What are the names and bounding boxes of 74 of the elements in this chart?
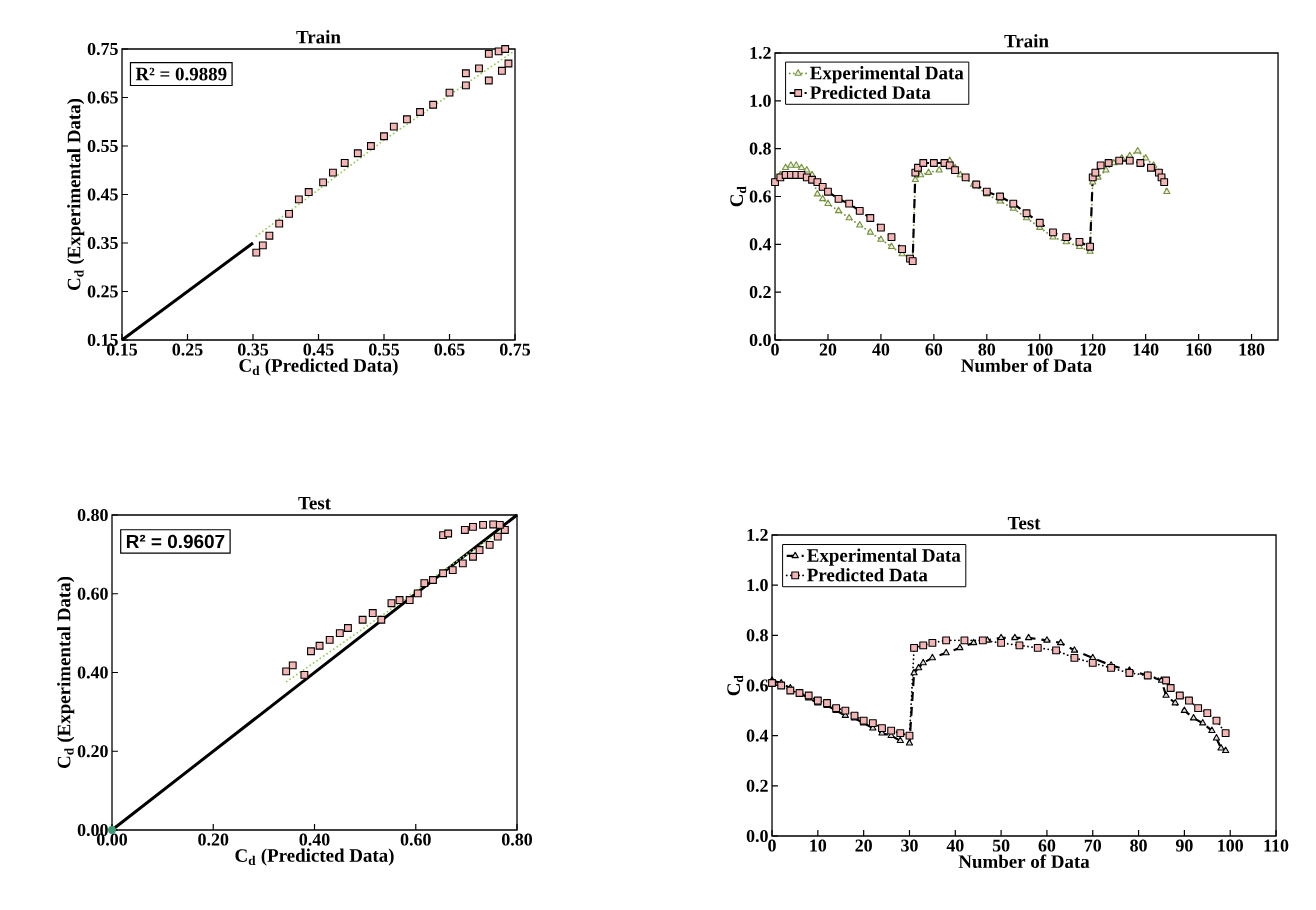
x-tick-label: 10 [810,839,827,852]
y-tick-label: 0.2 [749,286,771,299]
legend-label: Experimental Data [807,548,961,566]
x-tick-label: 90 [1175,839,1193,852]
y-tick-label: 0.40 [77,666,108,679]
x-tick-label: 0.65 [434,343,465,356]
x-tick-label: 80 [978,343,996,356]
x-tick-label: 0.55 [369,343,400,356]
y-tick-label: 1.2 [750,46,771,60]
y-tick-label: 0.55 [87,139,118,153]
chart-title: Train [1004,34,1049,48]
chart-title: Test [298,496,331,510]
x-tick-label: 0.25 [172,343,203,356]
legend-label: Predicted Data [807,568,928,582]
x-tick-label: 0 [771,343,779,356]
y-tick-label: 0.20 [77,745,108,758]
x-tick-label: 0.75 [500,343,531,356]
x-axis-title: Number of Data [958,854,1090,869]
x-tick-label: 30 [901,839,918,852]
y-tick-label: 1.2 [747,528,768,542]
x-tick-label: 50 [992,839,1010,852]
x-axis-title: Number of Data [961,358,1092,373]
annotation: R² = 0.9607 [126,534,225,549]
y-tick-label: 0.65 [87,91,118,104]
x-axis-title: C$_{d}$ (Predicted Data) [239,358,398,376]
x-tick-label: 0.80 [502,833,533,846]
x-tick-label: 0 [768,839,776,852]
x-tick-label: 20 [855,839,872,852]
x-tick-label: 0.45 [303,343,334,356]
y-tick-label: 0.45 [87,188,118,201]
x-tick-label: 0.40 [299,833,330,846]
x-tick-label: 100 [1218,839,1243,852]
x-tick-label: 40 [872,343,890,356]
x-tick-label: 0.60 [400,833,431,846]
y-tick-label: 0.6 [749,190,771,203]
x-tick-label: 160 [1186,343,1212,356]
y-tick-label: 0.4 [749,238,772,251]
y-tick-label: 0.6 [746,679,768,692]
legend-label: Predicted Data [810,85,931,100]
y-tick-label: 1.0 [750,94,771,107]
legend-label: Experimental Data [810,66,964,84]
y-tick-label: 0.0 [746,829,768,843]
y-tick-label: 0.0 [749,333,771,347]
x-tick-label: 60 [1038,839,1056,852]
x-tick-label: 140 [1133,343,1159,356]
y-tick-label: 0.25 [87,285,118,298]
y-tick-label: 0.2 [746,779,768,792]
x-tick-label: 110 [1264,839,1289,852]
y-axis-title: C$_{d}$ (Experimental Data) [67,98,85,291]
x-tick-label: 180 [1239,343,1265,356]
y-tick-label: 0.8 [746,629,768,642]
x-tick-label: 20 [819,343,837,356]
x-tick-label: 100 [1027,343,1053,356]
y-axis-title: C$_{d}$ [730,186,747,207]
y-tick-label: 0.80 [77,508,108,522]
chart-title: Test [1007,516,1041,530]
x-tick-label: 0.20 [198,833,229,846]
chart-title: Train [296,30,341,44]
y-tick-label: 1.0 [747,579,768,592]
y-axis-title: C$_{d}$ (Experimental Data) [57,576,75,769]
x-axis-title: C$_{d}$ (Predicted Data) [235,848,394,866]
y-tick-label: 0.8 [749,142,771,155]
y-tick-label: 0.35 [87,236,118,250]
x-tick-label: 60 [925,343,943,356]
x-tick-label: 80 [1130,839,1147,852]
x-tick-label: 0.35 [238,343,269,356]
x-tick-label: 40 [946,839,964,852]
x-tick-label: 70 [1084,839,1102,852]
x-tick-label: 120 [1080,343,1106,356]
y-tick-label: 0.75 [87,42,118,56]
y-tick-label: 0.60 [77,587,108,600]
annotation: R² = 0.9889 [135,67,227,81]
y-axis-title: C$_{d}$ [727,675,744,696]
y-tick-label: 0.4 [746,729,769,742]
